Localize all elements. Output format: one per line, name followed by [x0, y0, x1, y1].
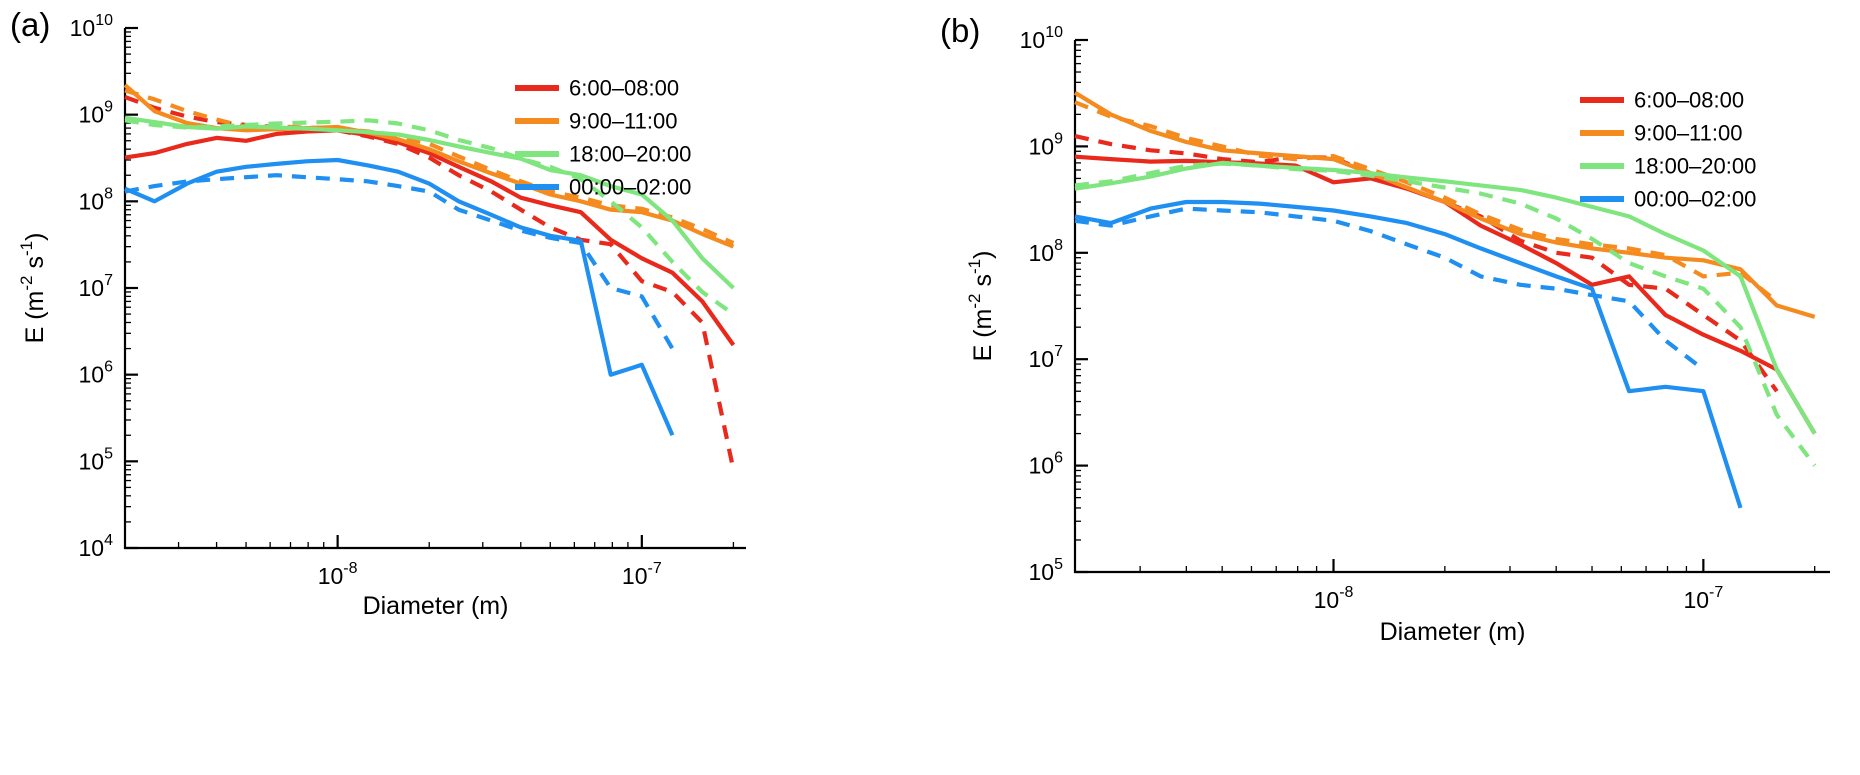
- svg-text:9:00–11:00: 9:00–11:00: [569, 109, 677, 134]
- svg-text:1010: 1010: [70, 12, 113, 41]
- svg-text:10-7: 10-7: [622, 560, 662, 589]
- svg-text:10-8: 10-8: [318, 560, 358, 589]
- panel-a-label: (a): [10, 6, 51, 43]
- svg-text:108: 108: [79, 185, 114, 214]
- svg-text:10-7: 10-7: [1683, 584, 1723, 613]
- svg-text:00:00–02:00: 00:00–02:00: [569, 175, 691, 200]
- svg-text:18:00–20:00: 18:00–20:00: [1634, 154, 1756, 179]
- svg-text:105: 105: [79, 445, 114, 474]
- svg-text:107: 107: [1029, 343, 1064, 372]
- svg-text:6:00–08:00: 6:00–08:00: [569, 76, 679, 101]
- panel-a-chart: 10-8 10-7 104 105 106 107 108 109 1010 Diameter (…: [17, 12, 746, 620]
- svg-text:18:00–20:00: 18:00–20:00: [569, 142, 691, 167]
- svg-text:1010: 1010: [1020, 24, 1063, 53]
- panel-b-chart: 10-8 10-7 105 106 107 108 109 1010 Diameter (m) E…: [965, 24, 1830, 646]
- svg-text:106: 106: [1029, 450, 1064, 479]
- svg-text:Diameter (m): Diameter (m): [363, 592, 509, 620]
- panel-b: (b) 10-8 10-7 105 106 107 108 109 1010 Diameter …: [930, 0, 1860, 775]
- svg-text:10-8: 10-8: [1314, 584, 1354, 613]
- svg-text:108: 108: [1029, 237, 1064, 266]
- svg-text:109: 109: [1029, 130, 1064, 159]
- svg-text:9:00–11:00: 9:00–11:00: [1634, 121, 1742, 146]
- svg-text:00:00–02:00: 00:00–02:00: [1634, 187, 1756, 212]
- svg-text:6:00–08:00: 6:00–08:00: [1634, 88, 1744, 113]
- panel-a: (a) 10-8 10-7 104 105 106 107 108 109 1010 Diamet…: [10, 6, 746, 620]
- svg-text:105: 105: [1029, 556, 1064, 585]
- svg-text:109: 109: [79, 99, 114, 128]
- svg-text:E (m-2 s-1): E (m-2 s-1): [965, 251, 997, 362]
- svg-text:107: 107: [79, 272, 114, 301]
- svg-text:106: 106: [79, 359, 114, 388]
- svg-text:104: 104: [79, 532, 114, 561]
- svg-text:Diameter (m): Diameter (m): [1380, 618, 1526, 646]
- svg-text:E (m-2 s-1): E (m-2 s-1): [17, 233, 49, 344]
- panel-b-label: (b): [940, 12, 981, 49]
